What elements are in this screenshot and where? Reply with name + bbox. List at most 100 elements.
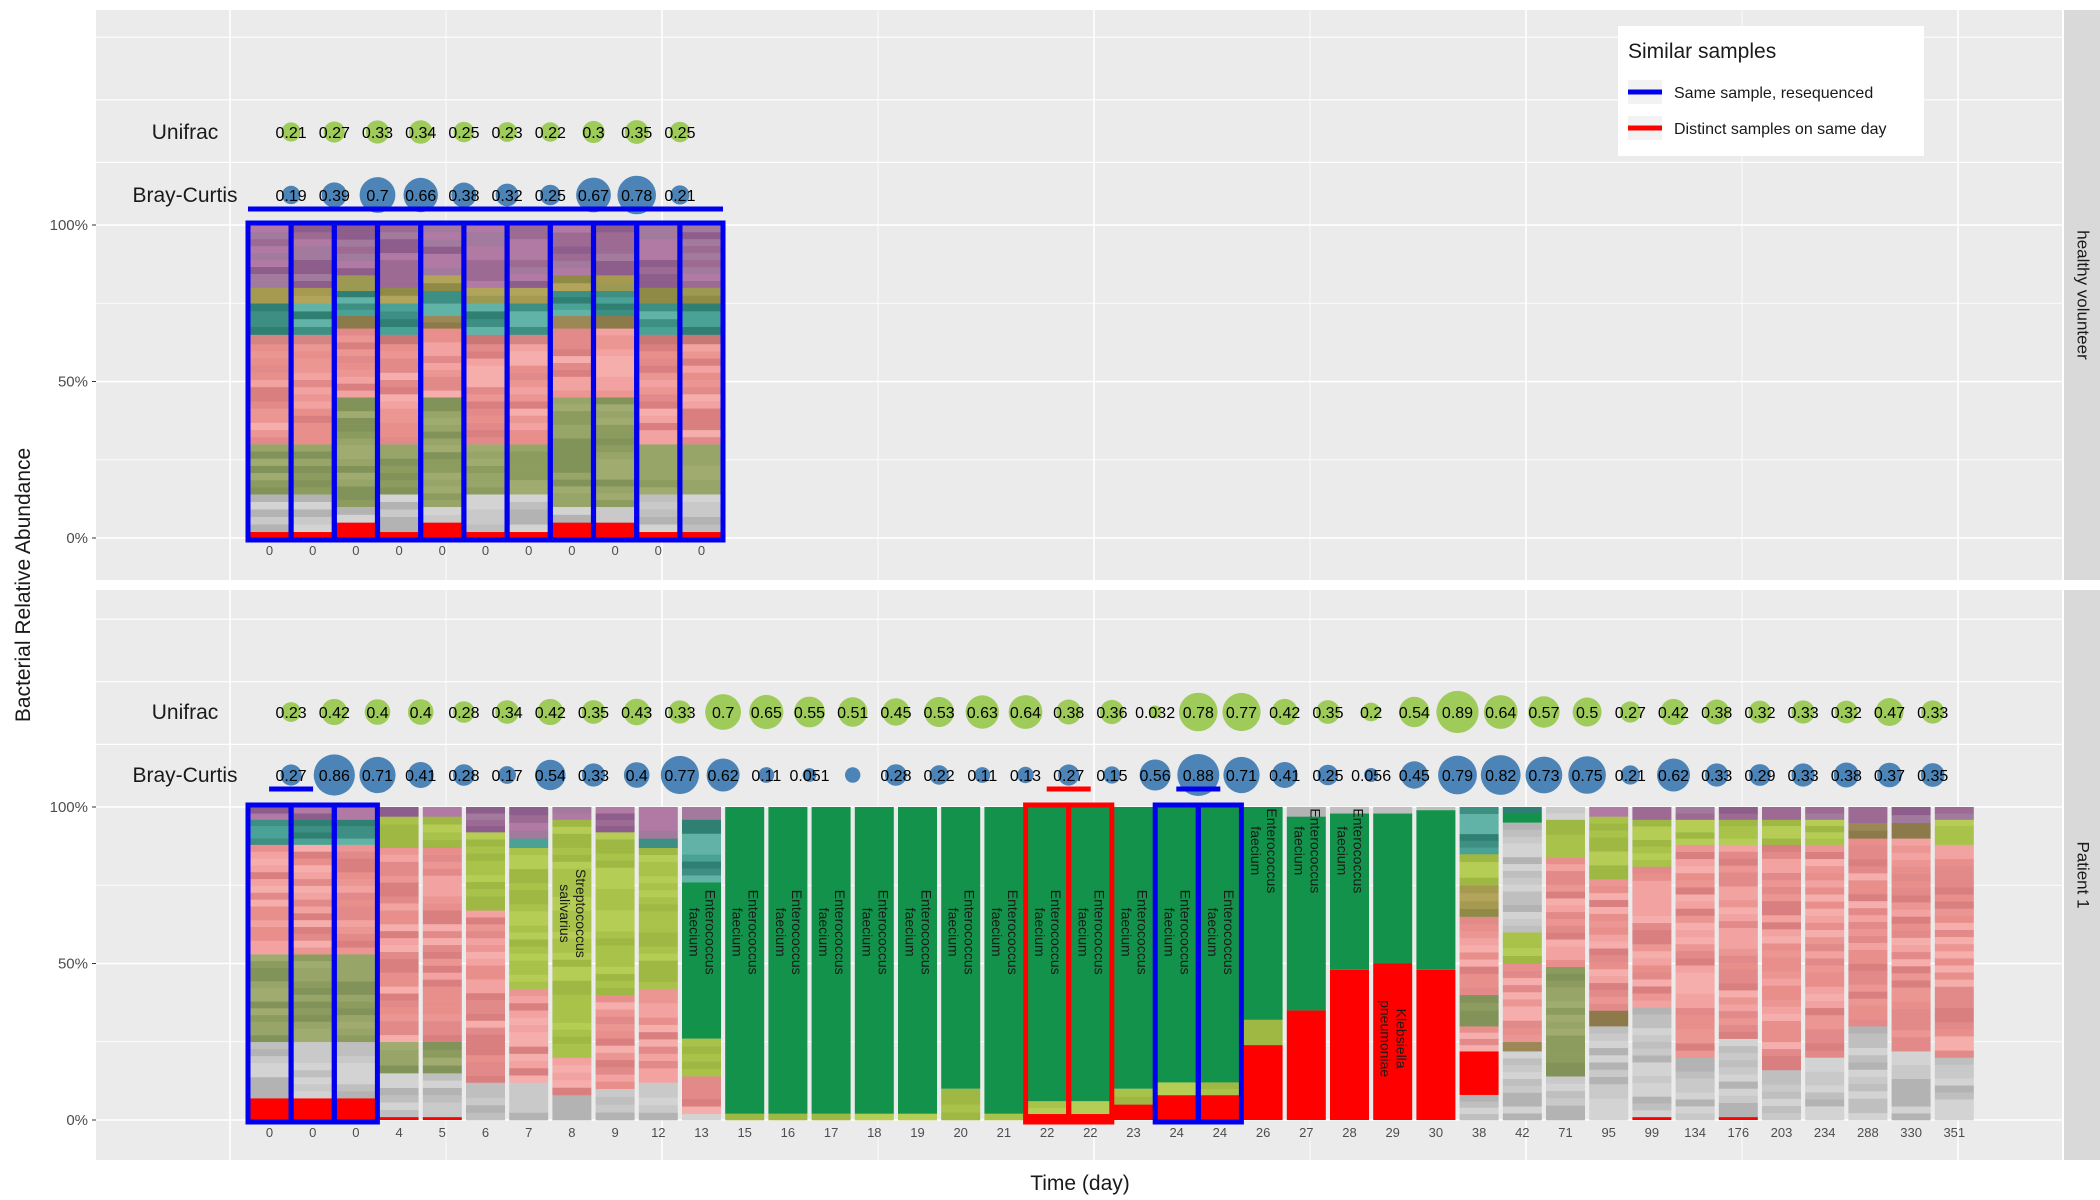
distance-value: 0.75 <box>1572 768 1603 785</box>
distance-value: 0.66 <box>405 188 436 205</box>
distance-value: 0.21 <box>664 188 695 205</box>
x-tick-label: 16 <box>781 1125 795 1140</box>
distance-circle <box>540 184 561 206</box>
distance-value: 0.21 <box>1615 768 1646 785</box>
distance-circle <box>670 185 690 205</box>
distance-circle <box>882 698 910 726</box>
distance-value: 0.71 <box>362 768 393 785</box>
legend-background <box>1618 26 1924 156</box>
facet-strip-label: healthy volunteer <box>2074 230 2093 360</box>
bar <box>1027 807 1067 1120</box>
distance-value: 0.55 <box>794 705 825 722</box>
resequenced-highlight <box>677 220 726 543</box>
bars <box>250 225 721 538</box>
distance-circle <box>364 699 391 725</box>
distance-value: 0.29 <box>1744 768 1775 785</box>
bar <box>595 225 635 538</box>
bar-taxon-label-line: Enterococcus <box>919 890 935 975</box>
bar <box>1070 807 1110 1120</box>
distance-value: 0.38 <box>1053 705 1084 722</box>
metric-label-unifrac: Unifrac <box>152 121 219 144</box>
distance-value: 0.77 <box>1226 705 1257 722</box>
metric-label-bray-curtis: Bray-Curtis <box>132 184 237 207</box>
distance-value: 0.28 <box>448 705 479 722</box>
distance-circle <box>1316 700 1340 724</box>
x-tick-label: 0 <box>655 543 662 558</box>
distance-value: 0.32 <box>1744 705 1775 722</box>
resequenced-highlight <box>1195 802 1244 1125</box>
distance-circle <box>1525 756 1563 794</box>
distance-circle <box>1058 764 1080 786</box>
y-tick-label: 0% <box>66 530 88 547</box>
distance-circle <box>582 120 605 144</box>
distance-circle <box>623 698 650 726</box>
distance-circle <box>1791 700 1815 724</box>
distance-value: 0.28 <box>448 768 479 785</box>
distance-circle <box>408 120 433 144</box>
x-tick-label: 21 <box>997 1125 1011 1140</box>
x-tick-label: 9 <box>611 1125 618 1140</box>
bar <box>1718 807 1758 1120</box>
distance-value: 0.64 <box>1485 705 1516 722</box>
distance-value: 0.23 <box>276 705 307 722</box>
resequenced-highlight <box>331 802 380 1125</box>
bar <box>854 807 894 1121</box>
distance-value: 0.5 <box>1576 705 1598 722</box>
distance-circle <box>407 699 434 725</box>
bar-taxon-label-line: faecium <box>1291 826 1307 875</box>
distance-circle <box>1148 705 1162 719</box>
distance-circle <box>885 764 907 786</box>
distance-value: 0.42 <box>1658 705 1689 722</box>
distance-circle <box>1361 702 1381 722</box>
distance-circle <box>1921 700 1945 724</box>
bar <box>1934 807 1974 1121</box>
x-tick-label: 0 <box>395 543 402 558</box>
bar <box>379 807 419 1120</box>
distance-value: 0.35 <box>578 705 609 722</box>
distance-value: 0.34 <box>405 125 436 142</box>
bar-taxon-label-line: faecium <box>1119 908 1135 957</box>
distance-value: 0.36 <box>1096 705 1127 722</box>
bar-taxon-label-line: Enterococcus <box>1178 890 1194 975</box>
distance-value: 0.51 <box>837 705 868 722</box>
distance-value: 0.33 <box>1788 705 1819 722</box>
distance-value: 0.27 <box>1615 705 1646 722</box>
distance-value: 0.17 <box>492 768 523 785</box>
distance-circle <box>453 764 475 786</box>
distance-circle <box>624 120 649 144</box>
distance-circle <box>1833 762 1859 788</box>
bar-taxon-label-line: Enterococcus <box>1091 890 1107 975</box>
distance-circle <box>1920 763 1945 787</box>
distance-value: 0.42 <box>535 705 566 722</box>
x-tick-label: 0 <box>525 543 532 558</box>
bar <box>422 807 462 1120</box>
x-tick-label: 0 <box>698 543 705 558</box>
distance-circle <box>845 767 861 783</box>
same-day-highlight <box>1066 802 1115 1125</box>
bar-taxon-label-line: faecium <box>1205 908 1221 957</box>
distance-circle <box>924 697 955 727</box>
bar-taxon-label-line: Enterococcus <box>1005 890 1021 975</box>
x-tick-label: 30 <box>1429 1125 1443 1140</box>
x-tick-label: 19 <box>910 1125 924 1140</box>
legend-item-label: Distinct samples on same day <box>1674 121 1887 138</box>
distance-value: 0.56 <box>1140 768 1171 785</box>
distance-circle <box>749 694 784 730</box>
bar <box>1286 807 1326 1120</box>
x-tick-label: 0 <box>568 543 575 558</box>
x-tick-label: 26 <box>1256 1125 1270 1140</box>
metric-label-unifrac: Unifrac <box>152 701 219 724</box>
distance-value: 0.32 <box>492 188 523 205</box>
x-tick-label: 0 <box>266 1125 273 1140</box>
x-tick-label: 330 <box>1900 1125 1922 1140</box>
distance-value: 0.45 <box>880 705 911 722</box>
x-tick-label: 0 <box>309 1125 316 1140</box>
distance-circle <box>321 698 348 726</box>
distance-value: 0.39 <box>319 188 350 205</box>
distance-value: 0.42 <box>1269 705 1300 722</box>
bar <box>1632 807 1672 1120</box>
